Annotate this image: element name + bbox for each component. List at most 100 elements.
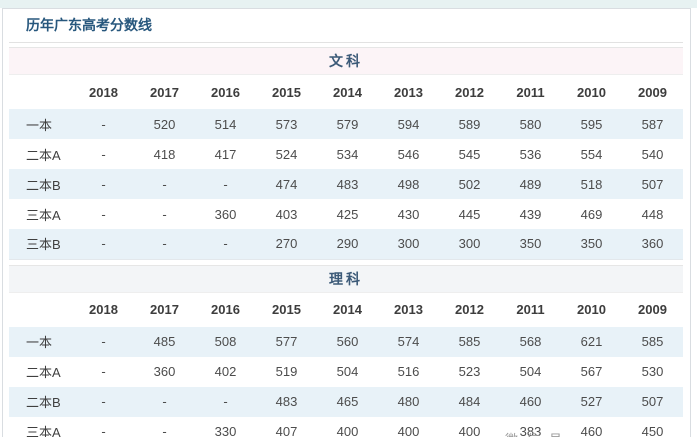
score-cell: 483 (336, 176, 359, 192)
score-cell: - (223, 394, 228, 409)
year-header-cell: 2015 (272, 84, 301, 100)
score-cell: 585 (458, 334, 481, 349)
score-cell: 545 (458, 146, 481, 162)
score-cell: 577 (275, 334, 298, 349)
score-cell: 523 (458, 364, 481, 379)
score-cell: 400 (397, 423, 420, 437)
score-cell: 527 (580, 394, 603, 409)
score-table-liberal-arts: 2018 2017 2016 2015 2014 2013 2012 2011 2010 2009… (9, 75, 683, 260)
row-label: 二本A (26, 365, 61, 380)
score-cell: 402 (214, 364, 237, 379)
section-title-science: 理科 (9, 264, 683, 293)
score-cell: 439 (519, 206, 542, 222)
score-cell: 418 (153, 146, 176, 162)
score-cell: 621 (580, 334, 603, 349)
table-row: 一本 - 485 508 577 560 574 585 568 621 585 (9, 326, 683, 357)
score-cell: 507 (641, 176, 664, 192)
corner-cell (9, 293, 73, 327)
table-row: 三本A - - 330 407 400 400 400 383 460 450 (9, 416, 683, 437)
score-cell: 403 (275, 206, 298, 222)
score-cell: 595 (580, 116, 603, 132)
score-cell: 546 (397, 146, 420, 162)
score-cell: 480 (397, 394, 420, 409)
year-header-cell: 2010 (577, 302, 606, 317)
score-cell: 474 (275, 176, 298, 192)
row-label: 三本B (26, 237, 61, 253)
year-header-row: 2018 2017 2016 2015 2014 2013 2012 2011 2010 2009 (9, 75, 683, 109)
year-header-cell: 2015 (272, 302, 301, 317)
year-header-row: 2018 2017 2016 2015 2014 2013 2012 2011 2010 2009 (9, 292, 683, 327)
score-cell: - (101, 146, 106, 162)
score-cell: 574 (397, 334, 420, 349)
year-header-cell: 2011 (516, 84, 545, 100)
score-sections: 文科 2018 2017 2016 2015 2014 2013 2012 2011 2010 20… (9, 47, 683, 437)
score-cell: 360 (641, 236, 664, 252)
score-cell: 407 (275, 423, 298, 437)
score-cell: - (223, 236, 228, 252)
score-cell: 508 (214, 334, 237, 349)
top-strip (0, 0, 697, 8)
table-row: 二本B - - - 483 465 480 484 460 527 507 (9, 386, 683, 417)
score-cell: - (101, 176, 106, 192)
row-label: 一本 (26, 335, 53, 350)
score-cell: 430 (397, 206, 420, 222)
score-cell: 460 (580, 423, 603, 437)
score-cell: 450 (641, 423, 664, 437)
score-cell: 514 (214, 116, 237, 132)
page-title: 历年广东高考分数线 (9, 9, 683, 43)
score-cell: 360 (214, 206, 237, 222)
score-cell: - (101, 334, 106, 349)
score-cell: 585 (641, 334, 664, 349)
score-cell: - (101, 364, 106, 379)
score-cell: 516 (397, 364, 420, 379)
score-cell: 425 (336, 206, 359, 222)
score-cell: - (162, 423, 167, 437)
row-label: 三本A (26, 424, 61, 437)
score-cell: 483 (275, 394, 298, 409)
score-cell: 469 (580, 206, 603, 222)
table-row: 一本 - 520 514 573 579 594 589 580 595 587 (9, 109, 683, 139)
score-cell: 587 (641, 116, 664, 132)
score-cell: 448 (641, 206, 664, 222)
score-cell: - (101, 394, 106, 409)
score-cell: - (223, 176, 228, 192)
year-header-cell: 2017 (150, 84, 179, 100)
score-cell: 540 (641, 146, 664, 162)
score-cell: 589 (458, 116, 481, 132)
table-row: 三本A - - 360 403 425 430 445 439 469 448 (9, 199, 683, 229)
score-cell: - (101, 423, 106, 437)
score-cell: 400 (458, 423, 481, 437)
score-cell: 300 (397, 236, 420, 252)
year-header-cell: 2012 (455, 302, 484, 317)
year-header-cell: 2013 (394, 302, 423, 317)
row-label: 一本 (26, 117, 53, 133)
score-cell: - (162, 236, 167, 252)
score-cell: 485 (153, 334, 176, 349)
year-header-cell: 2012 (455, 84, 484, 100)
score-cell: - (101, 236, 106, 252)
score-cell: 330 (214, 423, 237, 437)
corner-cell (9, 75, 73, 109)
score-cell: 594 (397, 116, 420, 132)
row-label: 二本A (26, 147, 61, 163)
year-header-cell: 2014 (333, 302, 362, 317)
score-cell: 519 (275, 364, 298, 379)
score-cell: - (162, 206, 167, 222)
table-row: 二本A - 418 417 524 534 546 545 536 554 540 (9, 139, 683, 169)
year-header-cell: 2014 (333, 84, 362, 100)
score-cell: 400 (336, 423, 359, 437)
score-cell: 504 (336, 364, 359, 379)
row-label: 二本B (26, 177, 61, 193)
score-cell: 534 (336, 146, 359, 162)
score-cell: 360 (153, 364, 176, 379)
year-header-cell: 2010 (577, 84, 606, 100)
content-panel: 历年广东高考分数线 文科 2018 2017 2016 2015 2014 2013 2012… (2, 8, 691, 437)
section-title-liberal-arts: 文科 (9, 47, 683, 75)
year-header-cell: 2009 (638, 84, 667, 100)
score-cell: - (101, 206, 106, 222)
year-header-cell: 2009 (638, 302, 667, 317)
score-cell: 560 (336, 334, 359, 349)
score-cell: 580 (519, 116, 542, 132)
score-cell: 530 (641, 364, 664, 379)
year-header-cell: 2018 (89, 302, 118, 317)
